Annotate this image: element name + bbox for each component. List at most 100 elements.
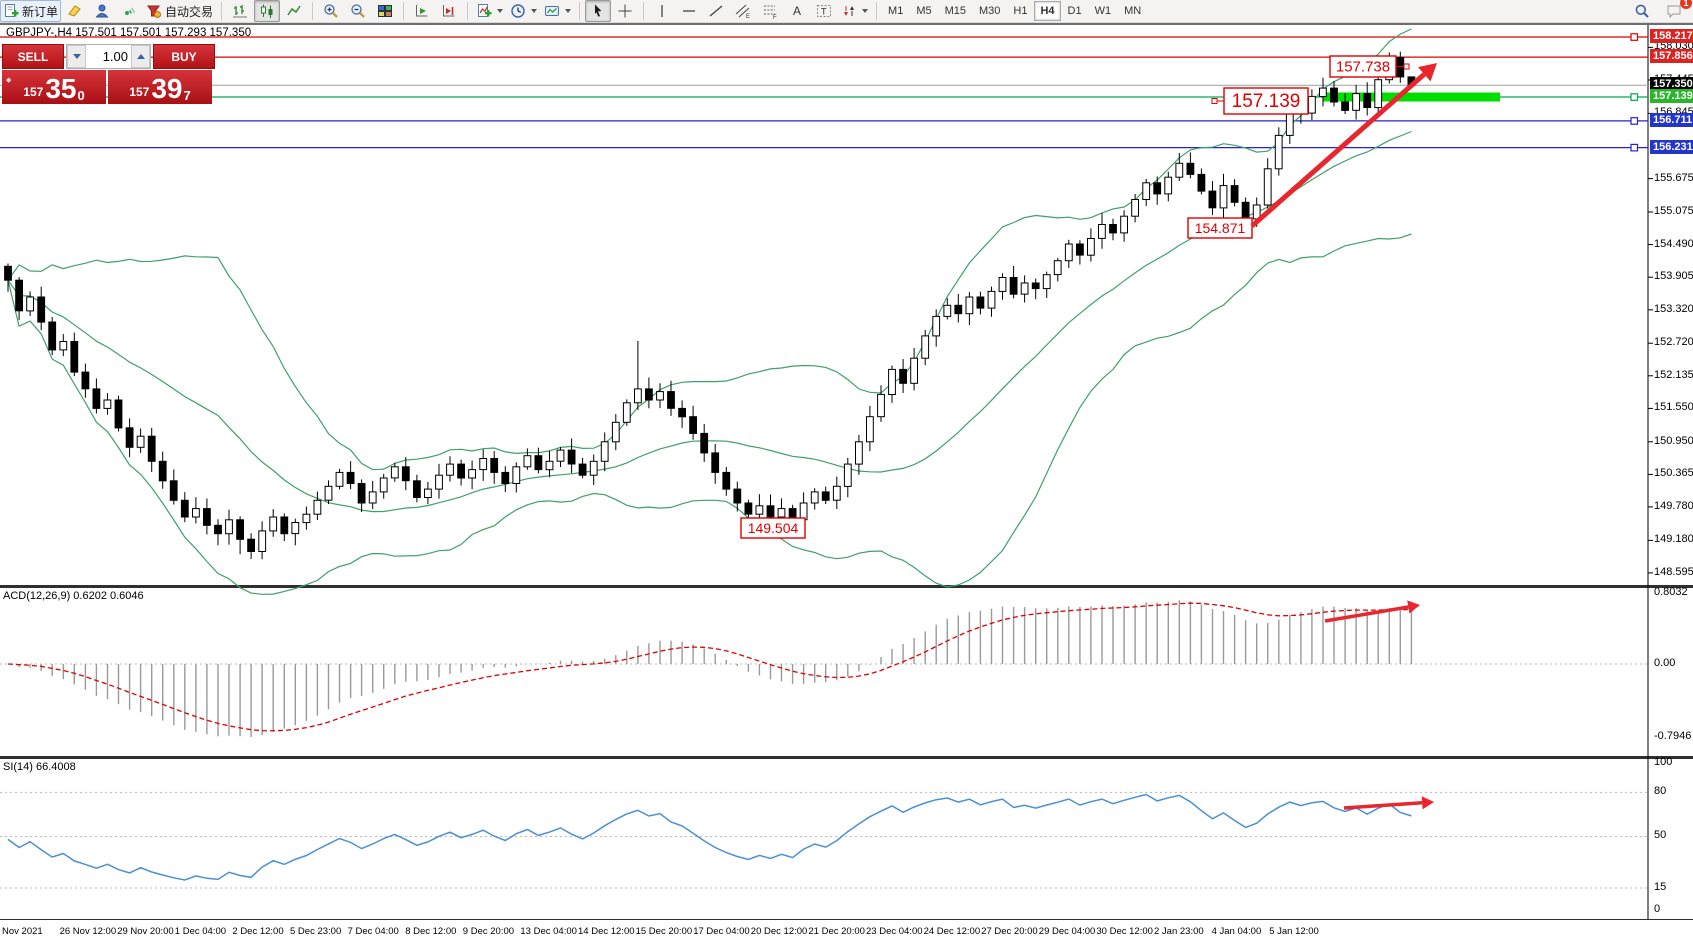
text-tool[interactable]: A (784, 0, 810, 22)
time-label: Nov 2021 (2, 926, 43, 937)
timeframe-D1[interactable]: D1 (1067, 5, 1082, 17)
zoom-out-button[interactable] (345, 0, 371, 22)
price-axis[interactable]: 158.030157.445156.845155.675155.075154.4… (1649, 0, 1693, 919)
indicators-button[interactable] (473, 0, 506, 22)
timeframe-M15[interactable]: M15 (944, 5, 966, 17)
timeframe-H1[interactable]: H1 (1013, 5, 1028, 17)
algo-trading-label: 自动交易 (165, 4, 214, 19)
tile-windows-icon (378, 5, 393, 17)
auto-scroll-button[interactable] (409, 0, 435, 22)
community-button[interactable] (89, 0, 115, 22)
algo-trading-button[interactable]: 自动交易 (143, 0, 216, 22)
time-label: 7 Dec 04:00 (347, 926, 399, 937)
editor-icon (68, 5, 81, 17)
buy-button[interactable]: BUY (153, 44, 215, 69)
price-level-label: 156.711 (1650, 112, 1693, 127)
zoom-out-icon (351, 4, 365, 18)
buy-price-frac: 7 (183, 88, 191, 103)
horizontal-line-tool[interactable] (676, 0, 702, 22)
sell-price[interactable]: ◆ 157 35 0 (2, 70, 106, 104)
crosshair-button[interactable] (612, 0, 638, 22)
cursor-button[interactable] (585, 0, 612, 22)
timeframe-H4[interactable]: H4 (1034, 1, 1061, 21)
templates-button[interactable] (541, 0, 574, 22)
timeframe-M5[interactable]: M5 (916, 5, 932, 17)
timeframe-M1[interactable]: M1 (888, 5, 904, 17)
text-label-tool[interactable]: T (811, 0, 837, 22)
time-label: 5 Dec 23:00 (290, 926, 342, 937)
triangle-down-icon (72, 54, 81, 59)
timeframe-W1[interactable]: W1 (1094, 5, 1112, 17)
time-label: 29 Dec 04:00 (1038, 926, 1096, 937)
channel-tool[interactable]: E (730, 0, 756, 22)
objects-tool[interactable] (838, 0, 871, 22)
time-label: 26 Nov 12:00 (59, 926, 117, 937)
vertical-line-icon (661, 5, 663, 17)
price-tick: 152.135 (1654, 368, 1693, 381)
line-chart-button[interactable] (281, 0, 307, 22)
objects-dropdown-arrow[interactable] (862, 9, 869, 13)
time-axis[interactable]: Nov 2021 26 Nov 12:00 29 Nov 20:00 1 Dec 04… (0, 920, 1693, 943)
funnel-icon (147, 5, 162, 18)
volume-stepper (66, 44, 151, 69)
volume-decrease-button[interactable] (67, 45, 86, 68)
zoom-in-button[interactable] (318, 0, 344, 22)
timeframe-MN[interactable]: MN (1124, 5, 1142, 17)
templates-dropdown-arrow[interactable] (565, 9, 572, 13)
sell-price-pips: 35 (45, 73, 77, 104)
chart-shift-icon (443, 5, 455, 17)
price-tick: 149.780 (1654, 499, 1693, 512)
time-label: 4 Jan 04:00 (1211, 926, 1262, 937)
notifications-button[interactable]: 1 (1661, 0, 1692, 22)
signals-button[interactable] (116, 0, 142, 22)
bar-chart-button[interactable] (227, 0, 253, 22)
time-label: 2 Jan 23:00 (1154, 926, 1204, 937)
sell-button[interactable]: SELL (2, 44, 64, 69)
crosshair-icon (618, 4, 632, 18)
rsi-axis-label: 80 (1654, 785, 1667, 797)
candlestick-chart-button[interactable] (254, 0, 281, 22)
main-toolbar: 新订单 自动交易 (0, 0, 1693, 23)
vertical-line-tool[interactable] (649, 0, 675, 22)
tile-windows-button[interactable] (372, 0, 398, 22)
price-tick: 152.720 (1654, 336, 1693, 349)
periods-dropdown-arrow[interactable] (531, 9, 538, 13)
editor-button[interactable] (62, 0, 88, 22)
price-level-label: 156.231 (1650, 139, 1693, 154)
svg-text:157.738: 157.738 (1336, 59, 1390, 76)
chat-bubble-icon (1667, 5, 1681, 19)
new-order-button[interactable]: 新订单 (0, 0, 62, 22)
widget-collapse-icon[interactable]: ◆ (6, 77, 12, 84)
macd-indicator-label: ACD(12,26,9) 0.6202 0.6046 (3, 590, 144, 602)
sell-price-frac: 0 (77, 88, 85, 103)
fibonacci-tool[interactable]: F (757, 0, 783, 22)
volume-input[interactable] (86, 45, 131, 68)
rsi-axis-label: 15 (1654, 881, 1667, 893)
price-tick: 149.180 (1654, 533, 1693, 546)
indicators-dropdown-arrow[interactable] (497, 9, 504, 13)
time-label: 15 Dec 20:00 (635, 926, 693, 937)
bar-chart-icon (233, 5, 248, 18)
time-label: 29 Nov 20:00 (117, 926, 174, 937)
search-button[interactable] (1629, 0, 1655, 22)
price-level-label: 157.350 (1650, 77, 1693, 92)
time-label: 8 Dec 12:00 (405, 926, 457, 937)
rsi-axis-label: 0 (1654, 903, 1661, 915)
buy-price[interactable]: 157 39 7 (108, 70, 212, 104)
candlestick-chart-icon (261, 4, 273, 18)
trendline-tool[interactable] (703, 0, 729, 22)
svg-text:157.139: 157.139 (1232, 91, 1301, 112)
volume-increase-button[interactable] (131, 45, 150, 68)
new-order-icon (5, 4, 19, 17)
chart-title: GBPJPY-,H4 157.501 157.501 157.293 157.3… (6, 27, 252, 39)
chart-shift-button[interactable] (436, 0, 462, 22)
text-label-icon: T (817, 5, 832, 17)
time-label: 9 Dec 20:00 (462, 926, 515, 937)
time-label: 13 Dec 04:00 (520, 926, 577, 937)
time-label: 2 Dec 12:00 (232, 926, 284, 937)
timeframe-M30[interactable]: M30 (979, 5, 1001, 17)
rsi-axis-label: 50 (1654, 829, 1667, 841)
svg-text:F: F (773, 15, 777, 19)
periods-button[interactable] (507, 0, 540, 22)
